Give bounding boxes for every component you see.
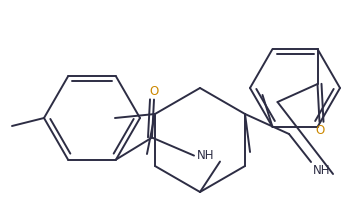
Text: O: O xyxy=(315,124,324,137)
Text: O: O xyxy=(149,85,159,98)
Text: NH: NH xyxy=(313,164,331,177)
Text: NH: NH xyxy=(197,149,214,162)
